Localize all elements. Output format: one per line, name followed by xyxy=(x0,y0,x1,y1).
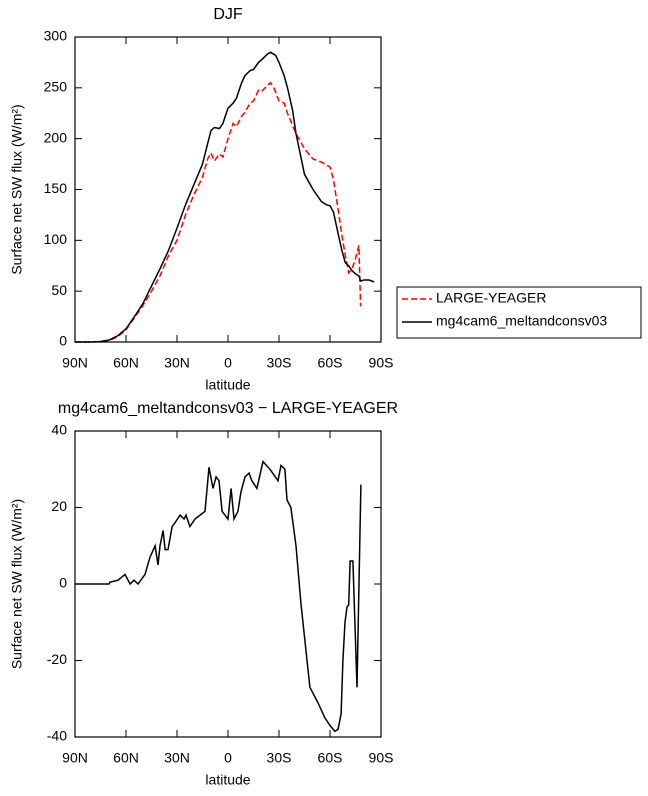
y-tick-label: 20 xyxy=(51,498,67,514)
chart-title: DJF xyxy=(213,6,243,23)
x-tick-label: 60S xyxy=(318,750,343,766)
legend-label: LARGE-YEAGER xyxy=(436,290,546,306)
y-axis-label: Surface net SW flux (W/m²) xyxy=(9,104,25,274)
y-tick-label: 40 xyxy=(51,422,67,438)
x-tick-label: 60S xyxy=(318,355,343,371)
x-tick-label: 30S xyxy=(267,355,292,371)
x-tick-label: 30S xyxy=(267,750,292,766)
x-tick-label: 90S xyxy=(369,750,394,766)
y-tick-label: 200 xyxy=(44,129,68,145)
legend-label: mg4cam6_meltandconsv03 xyxy=(436,313,607,329)
x-tick-label: 60N xyxy=(113,750,139,766)
y-tick-label: 150 xyxy=(44,180,68,196)
x-tick-label: 0 xyxy=(224,355,232,371)
y-tick-label: -20 xyxy=(47,651,67,667)
x-tick-label: 90N xyxy=(62,750,88,766)
plot-frame xyxy=(74,430,382,738)
y-tick-label: 0 xyxy=(59,575,67,591)
plot-frame xyxy=(74,36,382,343)
y-tick-label: 250 xyxy=(44,79,68,95)
data-line xyxy=(75,51,375,343)
y-tick-label: -40 xyxy=(47,728,67,744)
data-line xyxy=(75,460,362,733)
x-tick-label: 30N xyxy=(164,750,190,766)
y-tick-label: 50 xyxy=(51,282,67,298)
x-tick-label: 0 xyxy=(224,750,232,766)
y-tick-label: 100 xyxy=(44,231,68,247)
x-axis-label: latitude xyxy=(205,377,250,393)
x-tick-label: 90N xyxy=(62,355,88,371)
x-tick-label: 60N xyxy=(113,355,139,371)
data-line xyxy=(75,81,362,343)
y-tick-label: 0 xyxy=(59,333,67,349)
chart-title: mg4cam6_meltandconsv03 − LARGE-YEAGER xyxy=(58,400,398,417)
x-axis-label: latitude xyxy=(205,772,250,788)
x-tick-label: 30N xyxy=(164,355,190,371)
legend-box xyxy=(396,286,642,339)
y-axis-label: Surface net SW flux (W/m²) xyxy=(9,499,25,669)
y-tick-label: 300 xyxy=(44,28,68,44)
x-tick-label: 90S xyxy=(369,355,394,371)
